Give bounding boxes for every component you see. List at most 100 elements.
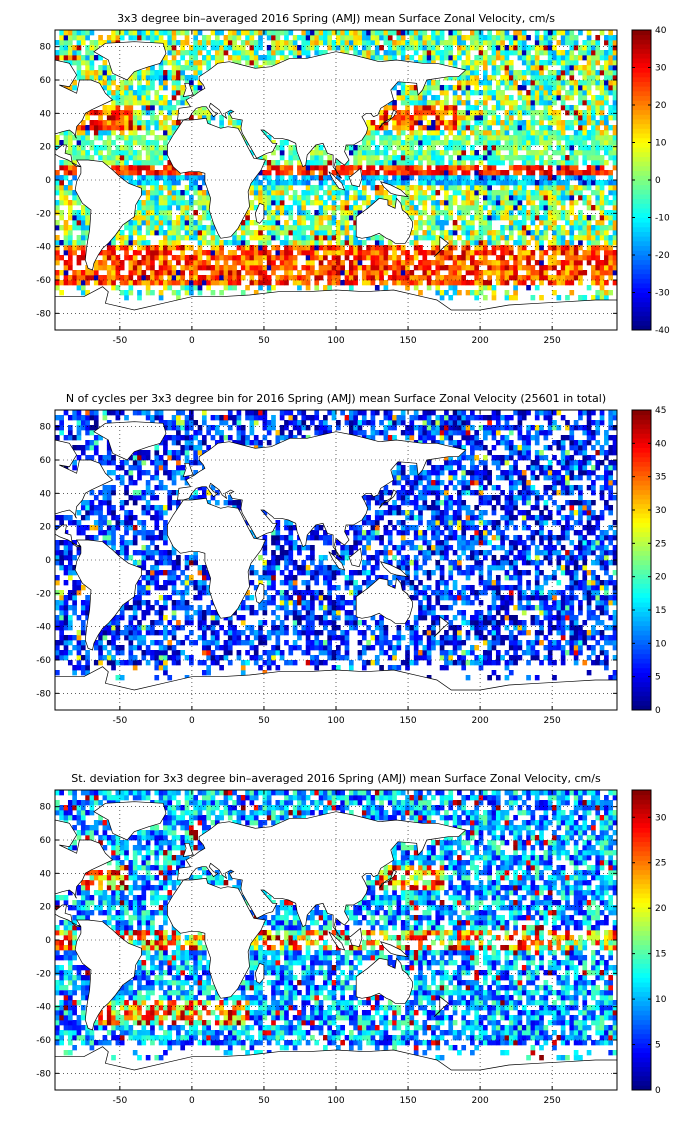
data-bin: [236, 235, 242, 241]
data-bin: [383, 650, 389, 656]
data-bin: [180, 285, 186, 291]
data-bin: [154, 100, 160, 106]
data-bin: [461, 260, 467, 266]
data-bin: [396, 145, 402, 151]
data-bin: [595, 40, 601, 46]
data-bin: [344, 40, 350, 46]
data-bin: [582, 85, 588, 91]
data-bin: [387, 255, 393, 261]
data-bin: [396, 185, 402, 191]
data-bin: [444, 140, 449, 146]
data-bin: [266, 180, 272, 186]
data-bin: [426, 220, 432, 226]
data-bin: [482, 90, 488, 96]
data-bin: [413, 265, 419, 271]
data-bin: [487, 235, 492, 241]
data-bin: [163, 180, 168, 186]
data-bin: [184, 40, 190, 46]
data-bin: [158, 145, 164, 151]
chart-title: 3x3 degree bin–averaged 2016 Spring (AMJ…: [117, 12, 555, 25]
data-bin: [80, 290, 86, 296]
data-bin: [85, 275, 90, 281]
data-bin: [154, 95, 160, 101]
data-bin: [491, 195, 497, 201]
y-tick-label: 60: [40, 76, 52, 86]
data-bin: [219, 245, 224, 251]
data-bin: [141, 640, 147, 646]
data-bin: [500, 90, 505, 96]
data-bin: [279, 175, 285, 181]
data-bin: [547, 110, 553, 116]
data-bin: [604, 640, 609, 646]
data-bin: [500, 145, 505, 151]
data-bin: [534, 260, 540, 266]
data-bin: [439, 280, 445, 286]
data-bin: [67, 180, 73, 186]
data-bin: [543, 230, 549, 236]
data-bin: [556, 145, 562, 151]
data-bin: [539, 640, 544, 646]
data-bin: [582, 225, 588, 231]
data-bin: [193, 270, 199, 276]
data-bin: [201, 280, 207, 286]
data-bin: [435, 205, 441, 211]
data-bin: [137, 125, 142, 131]
data-bin: [163, 215, 168, 221]
data-bin: [474, 90, 480, 96]
data-bin: [612, 155, 617, 161]
data-bin: [435, 165, 441, 171]
data-bin: [396, 130, 402, 136]
data-bin: [184, 175, 190, 181]
data-bin: [487, 230, 492, 236]
data-bin: [487, 220, 492, 226]
data-bin: [55, 250, 60, 256]
data-bin: [124, 95, 129, 101]
data-bin: [426, 40, 432, 46]
data-bin: [573, 120, 579, 126]
data-bin: [262, 235, 268, 241]
x-tick-label: 200: [472, 336, 489, 346]
data-bin: [591, 275, 596, 281]
data-bin: [197, 235, 203, 241]
data-bin: [513, 85, 518, 91]
data-bin: [418, 155, 423, 161]
data-bin: [487, 270, 492, 276]
data-bin: [521, 30, 527, 36]
data-bin: [340, 205, 345, 211]
data-bin: [470, 660, 475, 666]
data-bin: [361, 645, 367, 651]
data-bin: [67, 650, 73, 656]
data-bin: [214, 255, 220, 261]
data-bin: [171, 120, 177, 126]
colorbar-step: [632, 114, 651, 120]
data-bin: [67, 40, 73, 46]
data-bin: [530, 90, 536, 96]
data-bin: [474, 215, 480, 221]
data-bin: [344, 225, 350, 231]
data-bin: [405, 125, 410, 131]
data-bin: [400, 150, 406, 156]
data-bin: [487, 260, 492, 266]
data-bin: [569, 265, 575, 271]
data-bin: [93, 55, 99, 61]
data-bin: [513, 125, 518, 131]
data-bin: [495, 35, 501, 41]
data-bin: [297, 645, 302, 651]
data-bin: [271, 245, 276, 251]
data-bin: [305, 190, 311, 196]
data-bin: [539, 235, 544, 241]
data-bin: [189, 185, 194, 191]
data-bin: [444, 655, 449, 661]
data-bin: [344, 250, 350, 256]
data-bin: [604, 70, 609, 76]
data-bin: [193, 275, 199, 281]
data-bin: [569, 290, 575, 296]
data-bin: [150, 280, 155, 286]
data-bin: [400, 120, 406, 126]
data-bin: [344, 230, 350, 236]
data-bin: [547, 170, 553, 176]
data-bin: [63, 220, 69, 226]
data-bin: [288, 210, 294, 216]
data-bin: [128, 165, 134, 171]
data-bin: [491, 295, 497, 301]
